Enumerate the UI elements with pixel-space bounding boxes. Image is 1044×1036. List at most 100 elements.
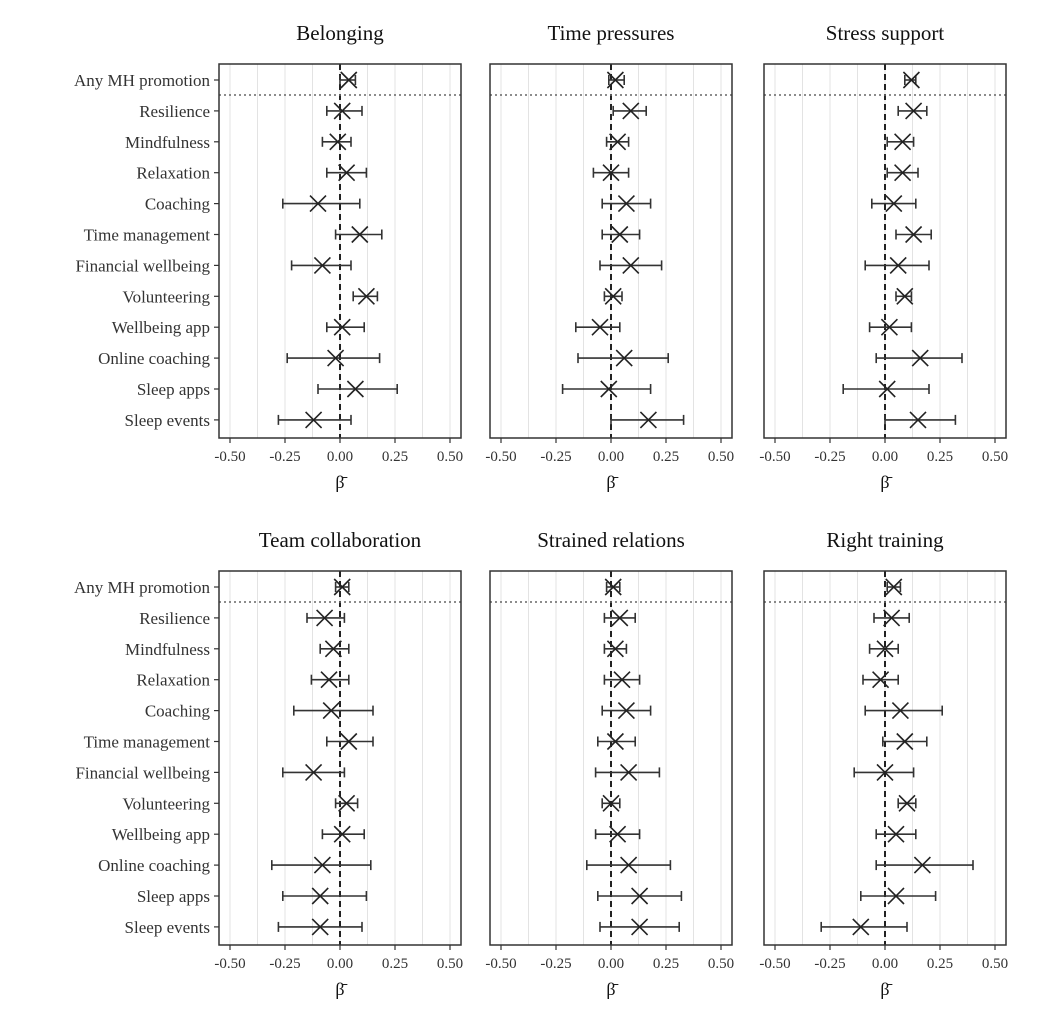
estimate-marker (340, 732, 358, 751)
marker-stroke (309, 195, 327, 213)
estimate-marker (631, 887, 649, 905)
row-label: Coaching (145, 195, 211, 214)
panel-title: Right training (826, 528, 944, 552)
row-label: Any MH promotion (74, 578, 211, 597)
estimate-marker (604, 578, 622, 596)
estimate-marker (880, 318, 898, 336)
panel-title: Belonging (296, 21, 384, 45)
estimate-marker (320, 671, 338, 689)
estimate-marker (894, 133, 912, 151)
marker-stroke (905, 102, 923, 120)
marker-stroke (622, 256, 640, 274)
estimate-marker (913, 856, 931, 874)
x-tick-label: -0.50 (759, 956, 790, 972)
row-label: Wellbeing app (112, 825, 210, 844)
x-tick-label: 0.50 (708, 956, 734, 972)
marker-stroke (883, 609, 901, 627)
x-tick-label: -0.50 (214, 449, 245, 465)
marker-stroke (338, 794, 356, 812)
row-label: Mindfulness (125, 133, 210, 152)
marker-stroke (617, 702, 635, 720)
row-label: Relaxation (136, 164, 210, 183)
marker-stroke (313, 256, 331, 274)
row-label: Coaching (145, 702, 211, 721)
row-label: Volunteering (122, 794, 210, 813)
x-axis-label: β̄ (880, 472, 892, 492)
marker-stroke (876, 763, 894, 781)
x-axis-label: β̄ (880, 979, 892, 999)
marker-stroke (631, 887, 649, 905)
row-label: Financial wellbeing (75, 763, 210, 782)
marker-stroke (311, 918, 329, 936)
estimate-marker (872, 671, 890, 689)
estimate-marker (887, 887, 905, 905)
estimate-marker (305, 763, 323, 781)
marker-stroke (602, 164, 620, 182)
x-tick-label: -0.50 (485, 449, 516, 465)
x-tick-label: 0.25 (927, 956, 953, 972)
estimate-marker (609, 133, 627, 151)
estimate-marker (329, 133, 347, 151)
estimate-marker (883, 609, 901, 627)
row-label: Resilience (139, 102, 210, 121)
panel-stress-support: Stress support -0.50 -0.25 0.00 0.25 0.50 β̄ (759, 21, 1008, 492)
marker-stroke (885, 195, 903, 213)
marker-stroke (615, 349, 633, 367)
estimate-marker (313, 856, 331, 874)
panel-title: Strained relations (537, 528, 685, 552)
estimate-marker (885, 195, 903, 213)
marker-stroke (613, 671, 631, 689)
x-tick-label: -0.25 (814, 956, 845, 972)
marker-stroke (600, 380, 618, 398)
estimate-marker (905, 102, 923, 120)
estimate-marker (891, 702, 909, 720)
row-label: Sleep events (125, 411, 210, 430)
marker-stroke (606, 640, 624, 658)
x-tick-label: 0.00 (327, 449, 353, 465)
estimate-marker (611, 609, 629, 627)
x-tick-label: 0.50 (982, 956, 1008, 972)
estimate-marker (313, 256, 331, 274)
marker-stroke (609, 133, 627, 151)
panel-time-pressures: Time pressures -0.50 -0.25 0.00 0.25 0.50 β̄ (485, 21, 734, 492)
marker-stroke (609, 825, 627, 843)
marker-stroke (911, 349, 929, 367)
marker-stroke (333, 578, 351, 596)
estimate-marker (898, 794, 916, 812)
estimate-marker (333, 578, 351, 596)
marker-stroke (305, 411, 323, 429)
marker-stroke (316, 609, 334, 627)
x-axis-label: β̄ (335, 979, 347, 999)
x-tick-label: -0.25 (540, 956, 571, 972)
marker-stroke (898, 794, 916, 812)
estimate-marker (606, 640, 624, 658)
marker-stroke (887, 825, 905, 843)
estimate-marker (896, 732, 914, 751)
estimate-marker (309, 195, 327, 213)
estimate-marker (338, 164, 356, 182)
estimate-marker (609, 825, 627, 843)
estimate-marker (631, 918, 649, 936)
estimate-marker (311, 887, 329, 905)
marker-stroke (606, 71, 624, 89)
x-tick-label: -0.50 (214, 956, 245, 972)
estimate-marker (911, 349, 929, 367)
estimate-marker (600, 380, 618, 398)
marker-stroke (329, 133, 347, 151)
estimate-marker (311, 918, 329, 936)
row-label: Volunteering (122, 287, 210, 306)
estimate-marker (351, 225, 369, 244)
x-tick-label: 0.00 (598, 449, 624, 465)
estimate-marker (333, 318, 351, 336)
estimate-marker (909, 411, 927, 429)
marker-stroke (322, 702, 340, 720)
x-tick-label: -0.25 (814, 449, 845, 465)
estimate-marker (602, 164, 620, 182)
marker-stroke (340, 71, 358, 89)
marker-stroke (333, 825, 351, 843)
x-tick-label: -0.25 (269, 449, 300, 465)
x-tick-label: 0.25 (653, 956, 679, 972)
estimate-marker (324, 640, 342, 658)
panel-team-collaboration: Team collaboration Any MH promotion Resili… (74, 528, 463, 999)
row-label: Time management (84, 733, 211, 752)
